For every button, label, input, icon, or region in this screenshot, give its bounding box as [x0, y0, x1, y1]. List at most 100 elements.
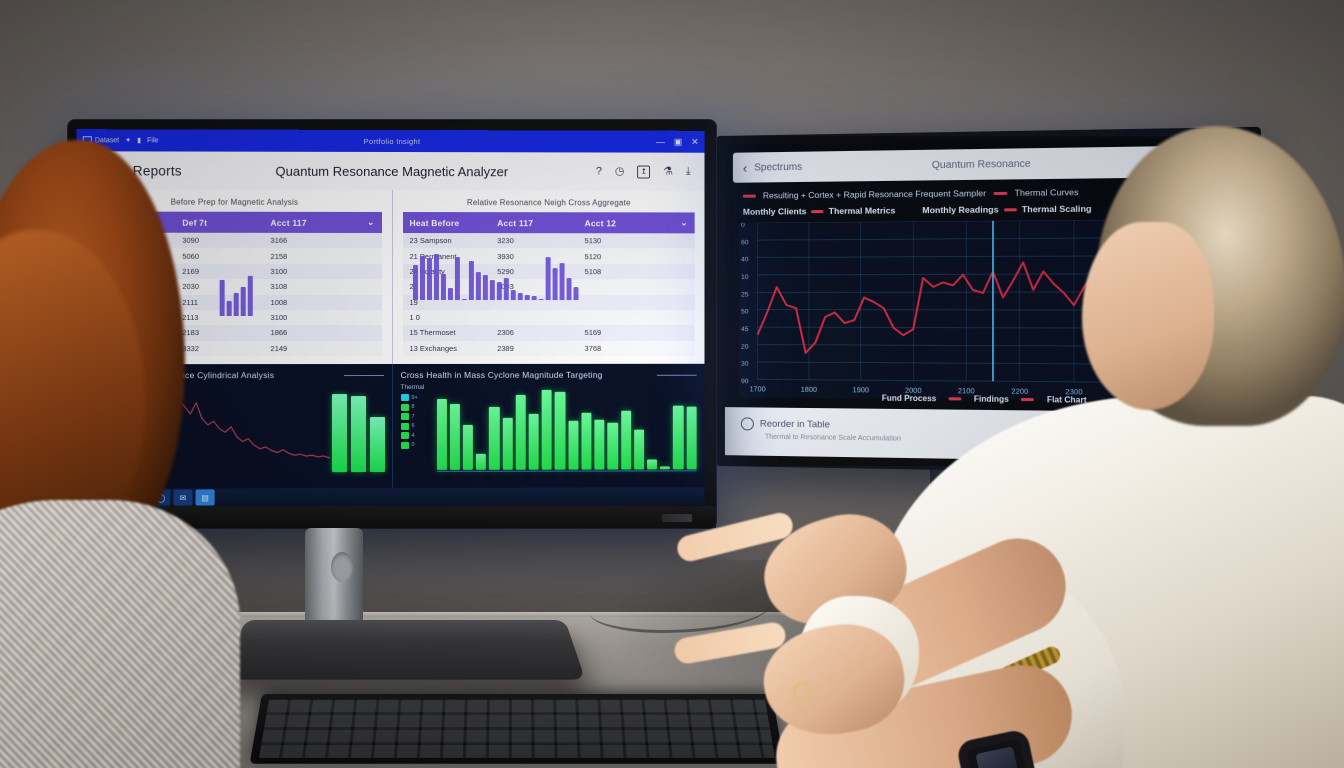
cyclone-magnitude-bars[interactable] [436, 389, 697, 470]
thermal-legend-title: Thermal [400, 383, 425, 391]
cell [351, 248, 381, 263]
bar [568, 421, 579, 470]
cell [665, 310, 695, 325]
cell [665, 233, 695, 248]
monitor1-stand-base [224, 620, 586, 680]
y-tick-label: 30 [741, 361, 749, 368]
legend-swatch [400, 441, 409, 449]
table-row[interactable]: 24 Polarity 5290 5108 [402, 263, 695, 280]
y-tick-label: 90 [741, 378, 749, 385]
bar [476, 454, 487, 470]
legend-label: 6 [411, 422, 415, 429]
bar [502, 417, 513, 470]
legend-label: 4 [411, 432, 415, 439]
col-header-1[interactable]: Acct 117 [490, 212, 578, 234]
minimize-button[interactable]: — [655, 136, 665, 147]
legend-label: 9+ [411, 394, 418, 401]
cell: 2389 [497, 343, 514, 353]
y-tick-label: 20 [741, 344, 749, 351]
y-tick-label: 0 [741, 222, 745, 229]
bar [528, 414, 539, 470]
monitor-cable [590, 584, 770, 633]
dark-panel-right: Cross Health in Mass Cyclone Magnitude T… [391, 363, 705, 489]
cell: 5169 [584, 328, 602, 338]
keyboard[interactable] [249, 694, 785, 764]
bar [331, 394, 347, 473]
bar [647, 459, 658, 470]
toolbar-icons: ? ◷ ↥ ⚗ ⤓ [595, 164, 691, 179]
cell [665, 295, 695, 310]
reorder-label: Reorder in Table [759, 418, 831, 431]
cell [351, 294, 381, 309]
legend-item: 4 [400, 431, 430, 439]
companion-green-bars[interactable] [331, 394, 386, 473]
col-header-0[interactable]: Heat Before [402, 212, 491, 234]
x-tick-label: 2200 [1011, 388, 1028, 396]
bar [436, 398, 447, 470]
table-row[interactable]: 13 Exchanges 2389 3768 [402, 340, 695, 356]
cell: 23 Sampson [409, 236, 452, 246]
share-icon[interactable]: ⚗ [663, 165, 673, 178]
cell: 5093 [497, 282, 514, 292]
keyboard-keys [259, 699, 775, 758]
bar [350, 395, 367, 473]
cell: 13 Exchanges [409, 343, 457, 353]
bar [673, 405, 684, 470]
table-row[interactable]: 15 Thermoset 2306 5169 [402, 325, 695, 341]
cell: 21 Permanent [409, 251, 457, 261]
cell: 19 [409, 297, 418, 307]
cell [490, 310, 577, 325]
table-right[interactable]: Heat Before Acct 117 Acct 12 ⌄ 23 Sampso… [402, 212, 695, 356]
bar [541, 389, 553, 470]
table-header-row: Heat Before Acct 117 Acct 12 ⌄ [402, 212, 695, 234]
y-tick-label: 40 [741, 257, 749, 264]
bar [370, 417, 386, 473]
title-rule [343, 375, 384, 377]
x-tick-label: 2000 [905, 387, 922, 395]
cell [351, 233, 381, 248]
help-icon[interactable]: ? [595, 164, 602, 177]
bar [607, 422, 618, 470]
export-icon[interactable]: ↥ [637, 165, 651, 179]
col-sort-caret-icon[interactable]: ⌄ [664, 212, 695, 234]
legend-swatch [400, 412, 409, 420]
table-row[interactable]: 23 Sampson 3230 5130 [402, 233, 695, 249]
cell: 2158 [270, 251, 288, 261]
reorder-table-button[interactable]: Reorder in Table [740, 417, 831, 431]
bar [660, 465, 671, 470]
cell [665, 341, 695, 356]
y-tick-label: 45 [741, 326, 749, 333]
cell: 2306 [497, 328, 514, 338]
cell: 3100 [270, 313, 288, 323]
download-icon[interactable]: ⤓ [685, 165, 691, 178]
sub-left-swatch [811, 209, 824, 213]
table-row[interactable]: 19 [402, 294, 695, 310]
bar [555, 391, 566, 470]
x-tick-label: 2300 [1065, 388, 1082, 396]
bar [594, 419, 605, 470]
table-row[interactable]: 1 0 [402, 309, 695, 326]
col-header-2[interactable]: Acct 12 [577, 212, 665, 234]
x-tick-label: 1700 [749, 385, 765, 393]
legend-swatch-resulting [742, 194, 756, 198]
table-row[interactable]: 23 5093 [402, 279, 695, 295]
x-tick-label: 1800 [801, 386, 817, 394]
close-button[interactable]: ✕ [691, 136, 699, 147]
col-header-2[interactable]: Acct 117 [263, 211, 352, 233]
table-row[interactable]: 21 Permanent 3930 5120 [402, 248, 695, 264]
history-icon[interactable]: ◷ [614, 164, 625, 177]
cell [665, 249, 695, 264]
legend-item: 6 [400, 422, 430, 430]
bar [449, 403, 460, 470]
cell [578, 310, 665, 325]
window-controls: — ▣ ✕ [655, 136, 699, 147]
title-rule [656, 374, 697, 376]
col-sort-caret-icon[interactable]: ⌄ [351, 211, 382, 233]
dark-panel-right-title: Cross Health in Mass Cyclone Magnitude T… [400, 369, 603, 380]
bar [462, 424, 474, 470]
cell: 15 Thermoset [409, 328, 456, 338]
maximize-button[interactable]: ▣ [673, 136, 683, 147]
bar [633, 429, 645, 470]
person-right-face [1082, 222, 1214, 410]
